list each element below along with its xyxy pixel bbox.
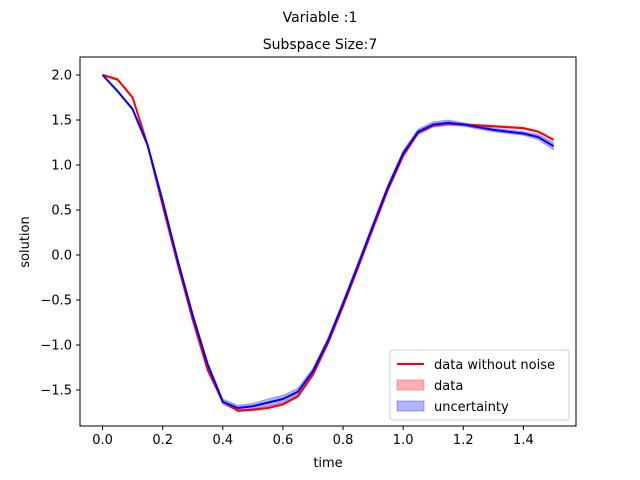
figure-suptitle: Variable :1 [283,10,358,26]
y-tick-label: 0.5 [51,204,72,219]
chart-title: Subspace Size:7 [263,37,378,53]
legend-label-uncertainty: uncertainty [434,400,509,415]
y-tick-label: 1.0 [51,159,72,174]
legend-box [389,349,570,421]
legend: data without noise data uncertainty [389,349,570,421]
x-tick-label: 0.2 [152,433,173,448]
y-tick-label: 2.0 [51,69,72,84]
legend-swatch-uncertainty [396,400,425,412]
x-tick-label: 0.6 [273,433,294,448]
y-axis: −1.5 −1.0 −0.5 0.0 0.5 1.0 1.5 2.0 [40,69,80,399]
y-tick-label: 0.0 [51,249,72,264]
lines-layer [101,74,554,412]
x-tick-label: 1.0 [393,433,414,448]
y-axis-label: solution [18,216,33,267]
plot-frame [79,56,577,427]
x-tick-label: 1.2 [453,433,474,448]
legend-label-data-without-noise: data without noise [434,358,555,373]
x-tick-label: 0.8 [333,433,354,448]
x-tick-label: 0.4 [212,433,233,448]
x-tick-label: 0.0 [92,433,113,448]
x-axis: 0.0 0.2 0.4 0.6 0.8 1.0 1.2 1.4 [92,426,534,448]
y-tick-label: 1.5 [51,114,72,129]
x-tick-label: 1.4 [513,433,534,448]
x-axis-label: time [313,456,342,471]
y-tick-label: −1.0 [40,339,72,354]
legend-label-data: data [434,379,463,394]
legend-swatch-data [396,379,425,391]
y-tick-label: −0.5 [40,294,72,309]
y-tick-label: −1.5 [40,384,72,399]
series-line-uncertainty [101,74,554,409]
